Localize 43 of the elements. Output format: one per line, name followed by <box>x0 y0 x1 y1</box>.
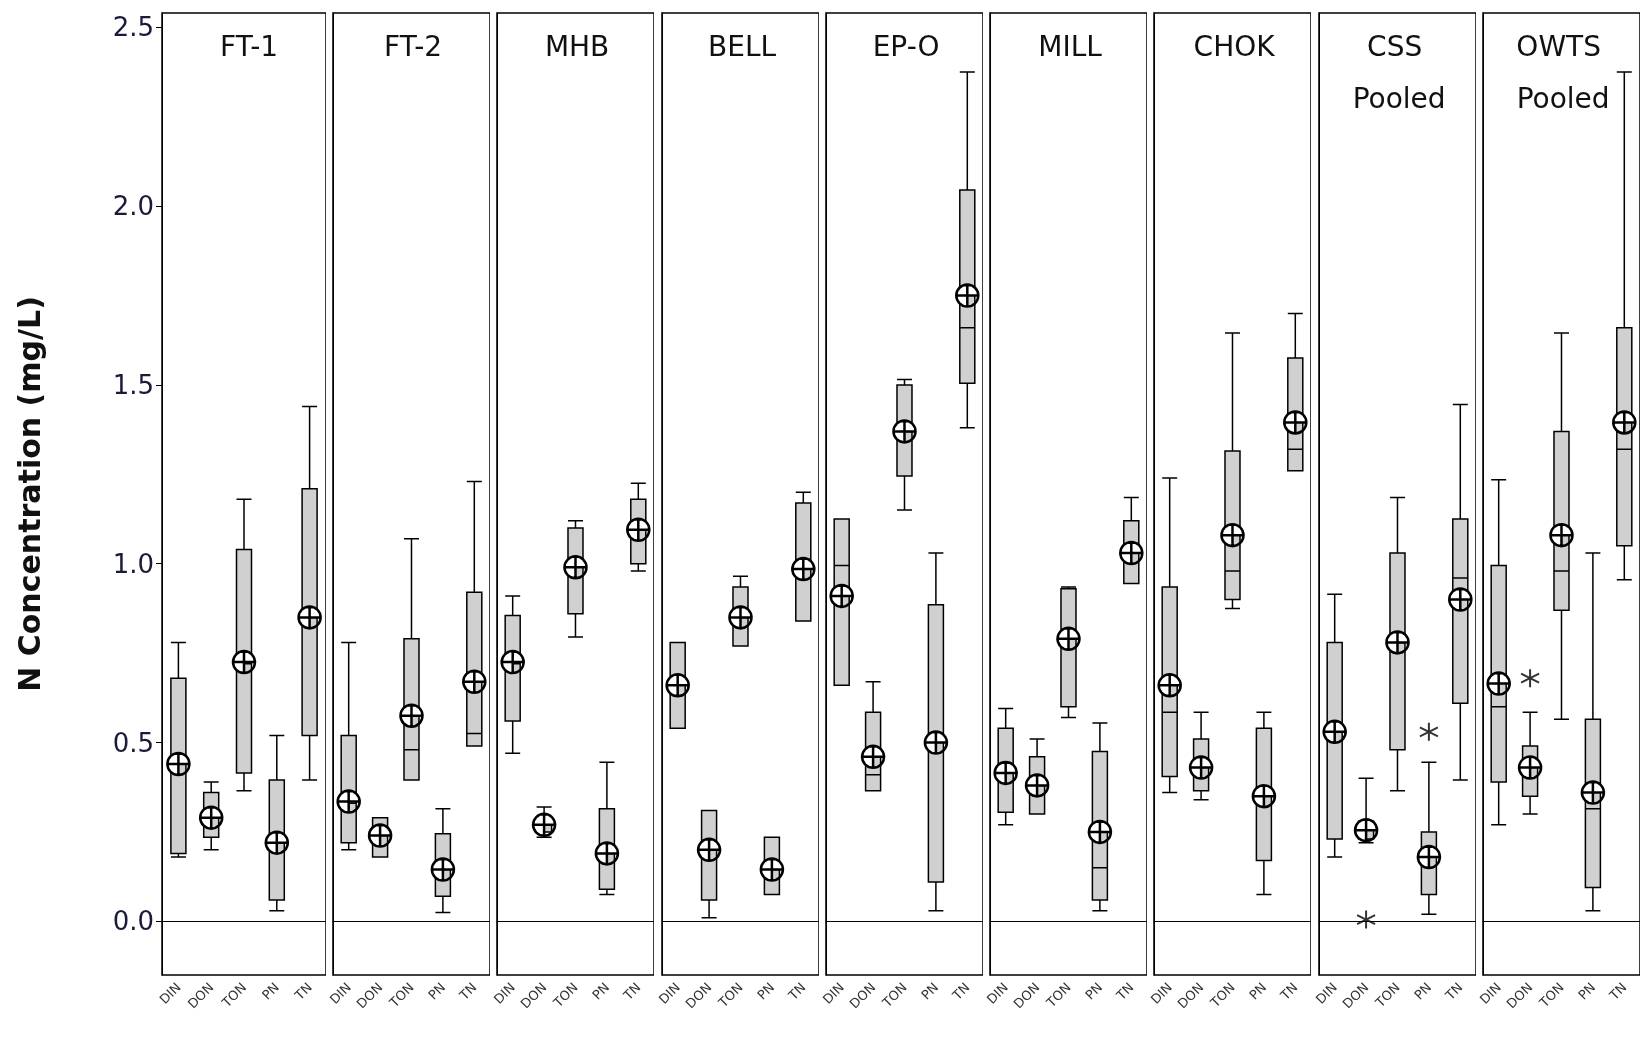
x-tick-label: TN <box>1605 979 1630 1004</box>
x-tick-label: TN <box>456 979 480 1004</box>
y-tick-label: 2.5 <box>112 12 154 43</box>
y-tick-label: 1.0 <box>112 548 154 579</box>
x-tick-label: DIN <box>491 979 519 1007</box>
x-tick-label: PN <box>1246 979 1270 1003</box>
x-tick-label: TN <box>784 979 809 1004</box>
x-tick-label: PN <box>589 979 613 1003</box>
x-tick-label: PN <box>1410 979 1434 1003</box>
text: FT-1 <box>220 29 279 63</box>
x-tick-label: PN <box>1082 979 1106 1003</box>
y-axis-title: N Concentration (mg/L) <box>11 296 47 692</box>
x-tick-label: DIN <box>1476 979 1504 1007</box>
x-tick-label: TN <box>1277 979 1301 1004</box>
y-tick-label: 2.0 <box>112 191 154 222</box>
text: FT-2 <box>384 29 443 63</box>
x-tick-label: DIN <box>1312 979 1340 1007</box>
x-tick-label: PN <box>425 979 449 1003</box>
y-tick-label: 0.0 <box>112 906 154 937</box>
text: BELL <box>707 29 777 63</box>
text: MHB <box>545 29 610 63</box>
text: OWTS Pooled <box>1516 29 1610 115</box>
text: MILL <box>1038 29 1103 63</box>
y-tick-label: 1.5 <box>112 369 154 400</box>
x-tick-label: TN <box>1441 979 1466 1004</box>
x-tick-label: DIN <box>655 979 683 1007</box>
x-tick-label: PN <box>753 979 777 1003</box>
x-tick-label: DIN <box>156 979 184 1007</box>
x-tick-label: TN <box>948 979 973 1004</box>
x-tick-label: DIN <box>1148 979 1176 1007</box>
x-tick-label: TN <box>1112 979 1137 1004</box>
x-tick-label: DIN <box>819 979 847 1007</box>
x-tick-label: PN <box>259 979 283 1003</box>
text: CHOK <box>1193 29 1276 63</box>
x-tick-label: DIN <box>326 979 355 1007</box>
y-tick-label: 0.5 <box>112 727 154 758</box>
x-tick-label: DIN <box>983 979 1012 1007</box>
x-tick-label: PN <box>1574 979 1598 1003</box>
x-tick-label: TN <box>291 979 315 1004</box>
text: CSS Pooled <box>1352 29 1446 115</box>
x-tick-label: PN <box>918 979 942 1003</box>
text: EP-O <box>872 29 940 63</box>
x-tick-label: TN <box>620 979 645 1004</box>
